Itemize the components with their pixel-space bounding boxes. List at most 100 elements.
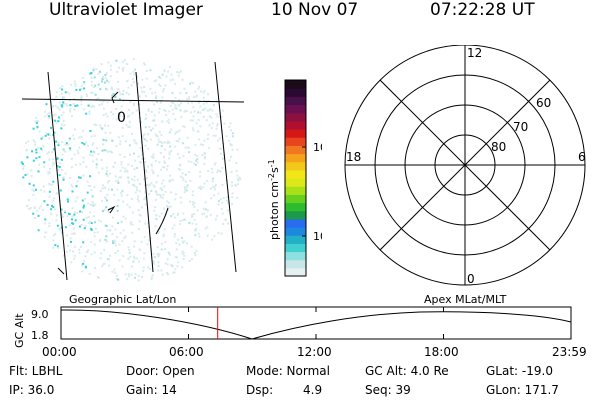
emission-speckle [234,184,237,187]
emission-speckle [237,179,240,182]
emission-speckle [64,143,67,146]
emission-speckle [198,85,201,88]
emission-speckle [72,103,75,105]
emission-speckle [54,104,57,107]
emission-speckle [112,165,115,168]
emission-speckle [100,126,102,129]
emission-speckle [30,169,33,172]
emission-speckle [50,208,53,211]
emission-speckle [199,90,202,93]
emission-speckle [231,135,234,138]
emission-speckle [190,160,193,163]
emission-speckle [46,203,49,206]
emission-speckle [147,184,150,187]
emission-speckle [198,138,201,141]
colorbar-segment [285,129,306,138]
emission-speckle [211,180,214,183]
emission-speckle [214,134,217,137]
emission-speckle [193,202,196,205]
dsp-value: 4.9 [303,383,323,397]
emission-speckle [167,140,169,143]
emission-speckle [192,82,195,85]
emission-speckle [79,210,82,213]
emission-speckle [189,119,192,122]
emission-speckle [120,161,123,163]
emission-speckle [159,194,162,197]
emission-speckle [228,159,231,162]
mlt-label-6: 6 [578,150,586,164]
emission-speckle [173,271,176,274]
emission-speckle [123,237,126,240]
emission-speckle [145,171,148,173]
emission-speckle [214,184,217,187]
emission-speckle [49,171,51,174]
emission-speckle [38,207,41,210]
emission-speckle [126,203,129,206]
emission-speckle [94,84,97,87]
emission-speckle [235,162,238,164]
emission-speckle [205,119,208,122]
colorbar-segment [285,112,306,122]
lat-label-60: 60 [536,96,551,110]
emission-speckle [132,260,135,263]
colorbar-segment [285,194,306,204]
emission-speckle [132,104,135,107]
emission-speckle [168,180,171,183]
emission-speckle [102,100,105,103]
emission-speckle [169,79,172,82]
emission-speckle [73,80,76,83]
emission-speckle [95,68,98,70]
emission-speckle [22,165,25,168]
emission-speckle [229,142,232,145]
emission-speckle [62,111,65,114]
emission-speckle [61,168,64,171]
emission-speckle [71,185,74,188]
emission-speckle [64,226,67,229]
emission-speckle [122,60,124,63]
emission-speckle [230,171,233,173]
emission-speckle [167,251,170,254]
emission-speckle [133,175,136,178]
emission-speckle [32,127,35,130]
emission-speckle [164,84,167,87]
emission-speckle [89,130,92,132]
emission-speckle [90,135,93,138]
emission-speckle [144,184,146,187]
emission-speckle [149,138,152,141]
emission-speckle [216,214,219,217]
emission-speckle [181,236,184,239]
time-tick-1800: 18:00 [424,345,459,359]
emission-speckle [55,95,58,98]
emission-speckle [175,131,178,134]
emission-speckle [198,235,201,238]
filter-info: Flt: LBHL [9,364,63,378]
emission-speckle [151,92,154,95]
emission-speckle [111,216,114,219]
emission-speckle [82,218,85,221]
emission-speckle [167,206,170,208]
emission-speckle [60,123,63,126]
emission-speckle [163,248,166,250]
emission-speckle [131,231,134,234]
emission-speckle [125,124,128,126]
emission-speckle [136,198,139,201]
emission-speckle [177,104,180,107]
emission-speckle [61,88,64,91]
emission-speckle [108,180,111,182]
emission-speckle [216,123,219,126]
colorbar-segment [285,227,306,236]
emission-speckle [156,246,159,249]
emission-speckle [133,245,136,248]
emission-speckle [163,87,165,90]
emission-speckle [184,188,186,191]
emission-speckle [55,219,58,222]
observation-time: 07:22:28 UT [430,0,535,20]
emission-speckle [149,69,152,72]
emission-speckle [131,78,134,81]
emission-speckle [221,201,224,204]
emission-speckle [213,194,216,197]
emission-speckle [134,191,137,194]
emission-speckle [194,234,197,237]
emission-speckle [188,171,190,174]
emission-speckle [202,91,205,94]
